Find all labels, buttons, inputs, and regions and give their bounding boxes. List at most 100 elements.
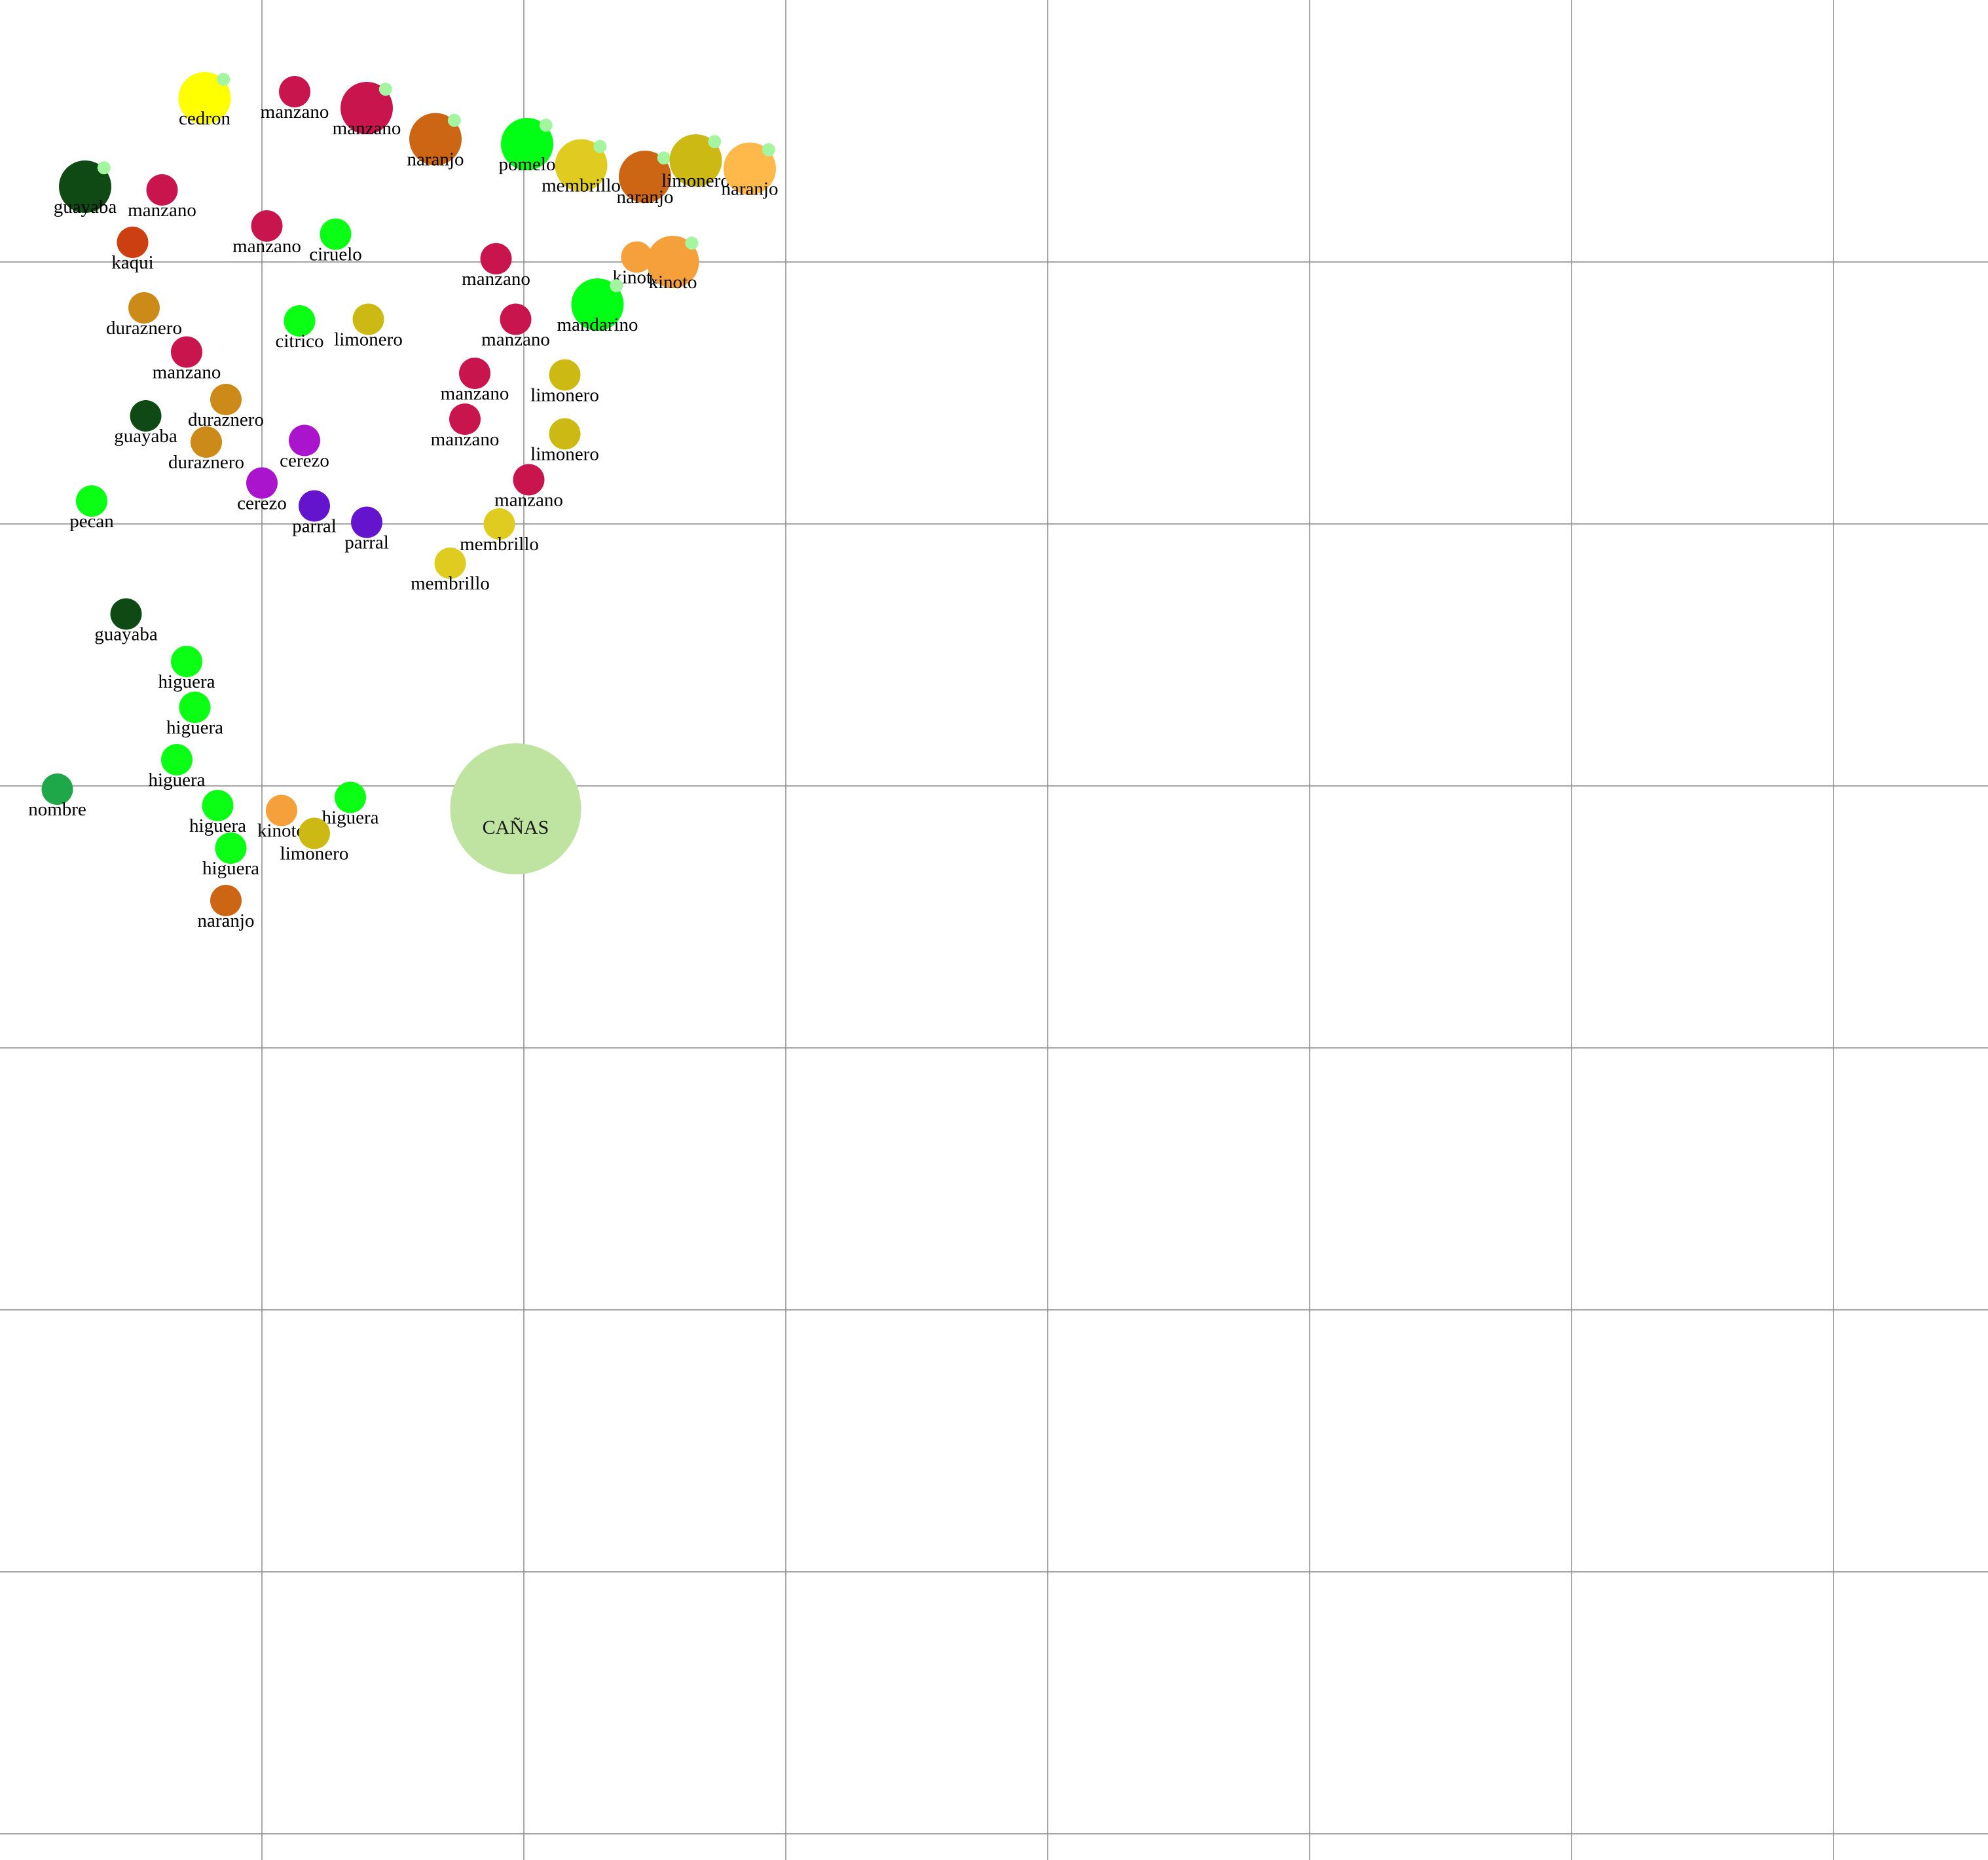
tree-marker-cerezo[interactable]: cerezo	[237, 467, 287, 514]
tree-marker-duraznero[interactable]: duraznero	[188, 384, 264, 430]
tree-label: limonero	[661, 170, 730, 191]
canas-zone-circle[interactable]	[450, 743, 581, 874]
tree-marker-manzano[interactable]: manzano	[153, 336, 221, 383]
status-badge	[97, 161, 111, 175]
tree-marker-parral[interactable]: parral	[344, 506, 389, 553]
tree-dot	[171, 336, 202, 368]
tree-dot	[500, 303, 532, 335]
tree-marker-naranjo[interactable]: naranjo	[407, 113, 464, 170]
status-badge	[447, 113, 461, 127]
status-badge	[378, 83, 392, 96]
tree-label: kaqui	[111, 252, 153, 273]
tree-marker-manzano[interactable]: manzano	[333, 82, 401, 139]
tree-label: membrillo	[411, 573, 490, 594]
tree-marker-limonero[interactable]: limonero	[661, 134, 730, 191]
tree-label: guayaba	[114, 426, 177, 447]
tree-marker-higuera[interactable]: higuera	[158, 646, 215, 692]
tree-marker-higuera[interactable]: higuera	[166, 692, 223, 738]
tree-dot	[459, 358, 490, 389]
tree-label: naranjo	[722, 179, 779, 200]
tree-marker-duraznero[interactable]: duraznero	[106, 292, 182, 339]
tree-marker-manzano[interactable]: manzano	[462, 243, 530, 289]
tree-dot	[341, 82, 393, 134]
tree-marker-naranjo[interactable]: naranjo	[617, 151, 674, 208]
tree-dot	[210, 885, 242, 916]
tree-label: higuera	[189, 815, 246, 836]
tree-marker-higuera[interactable]: higuera	[149, 744, 206, 790]
tree-label: cedron	[179, 108, 230, 129]
tree-marker-kinoto[interactable]: kinoto	[646, 236, 699, 293]
tree-label: limonero	[280, 844, 349, 865]
tree-marker-manzano[interactable]: manzano	[494, 464, 563, 511]
tree-dot	[128, 292, 160, 324]
tree-dot	[117, 227, 149, 258]
tree-marker-citrico[interactable]: citrico	[275, 305, 324, 352]
tree-marker-manzano[interactable]: manzano	[481, 303, 550, 350]
tree-marker-duraznero[interactable]: duraznero	[168, 426, 244, 473]
tree-marker-kinoto[interactable]: kinoto	[257, 794, 306, 842]
tree-dot	[59, 160, 111, 213]
tree-marker-guayaba[interactable]: guayaba	[94, 598, 158, 645]
tree-dot	[646, 236, 699, 288]
tree-marker-limonero[interactable]: limonero	[280, 817, 349, 865]
status-badge	[593, 140, 607, 153]
status-badge	[685, 236, 699, 250]
tree-marker-membrillo[interactable]: membrillo	[411, 548, 490, 594]
tree-marker-kaqui[interactable]: kaqui	[111, 227, 154, 273]
tree-marker-ciruelo[interactable]: ciruelo	[309, 218, 362, 265]
status-badge	[217, 73, 230, 86]
tree-marker-parral[interactable]: parral	[292, 490, 337, 537]
tree-label: ciruelo	[309, 244, 362, 265]
tree-dot	[202, 790, 234, 821]
tree-dot	[266, 794, 297, 827]
tree-dot	[621, 241, 653, 273]
tree-dot	[299, 490, 330, 522]
tree-dot	[434, 548, 466, 579]
tree-marker-manzano[interactable]: manzano	[232, 210, 301, 257]
status-badge	[657, 151, 671, 165]
tree-label: membrillo	[542, 176, 621, 196]
tree-label: manzano	[481, 329, 550, 350]
tree-marker-limonero[interactable]: limonero	[530, 359, 599, 406]
tree-label: parral	[344, 532, 389, 553]
tree-marker-manzano[interactable]: manzano	[128, 174, 196, 221]
tree-marker-manzano[interactable]: manzano	[441, 358, 509, 404]
tree-label: manzano	[333, 118, 401, 139]
tree-label: limonero	[530, 444, 599, 465]
tree-marker-higuera[interactable]: higuera	[202, 832, 259, 879]
tree-marker-manzano[interactable]: manzano	[431, 403, 500, 450]
tree-marker-nombre[interactable]: nombre	[28, 773, 86, 820]
tree-marker-guayaba[interactable]: guayaba	[114, 400, 177, 447]
tree-marker-higuera[interactable]: higuera	[189, 790, 246, 836]
status-badge	[762, 143, 775, 157]
tree-dot	[480, 243, 512, 274]
tree-label: manzano	[441, 383, 509, 404]
tree-dot	[619, 151, 671, 203]
tree-marker-naranjo[interactable]: naranjo	[198, 885, 255, 931]
tree-marker-pecan[interactable]: pecan	[69, 485, 114, 532]
tree-marker-naranjo[interactable]: naranjo	[722, 142, 779, 200]
tree-marker-limonero[interactable]: limonero	[530, 418, 599, 465]
tree-label: naranjo	[407, 149, 464, 170]
tree-marker-cerezo[interactable]: cerezo	[280, 424, 329, 472]
tree-marker-limonero[interactable]: limonero	[334, 303, 403, 350]
tree-label: citrico	[275, 331, 323, 352]
tree-label: naranjo	[198, 910, 255, 931]
tree-label: duraznero	[168, 452, 244, 473]
tree-marker-guayaba[interactable]: guayaba	[54, 160, 117, 217]
tree-marker-membrillo[interactable]: membrillo	[460, 508, 539, 555]
tree-dot	[501, 118, 553, 170]
tree-label: pecan	[69, 511, 114, 532]
tree-marker-higuera[interactable]: higuera	[322, 781, 379, 828]
tree-marker-manzano[interactable]: manzano	[261, 76, 329, 122]
tree-marker-mandarino[interactable]: mandarino	[557, 278, 638, 335]
tree-label: higuera	[202, 858, 259, 879]
tree-label: kinoto	[648, 272, 697, 293]
tree-dot	[130, 400, 162, 432]
tree-marker-membrillo[interactable]: membrillo	[542, 139, 621, 196]
tree-label: limonero	[334, 329, 403, 350]
tree-marker-pomelo[interactable]: pomelo	[499, 118, 556, 175]
status-badge	[708, 135, 722, 149]
tree-dot	[161, 744, 193, 775]
tree-marker-cedron[interactable]: cedron	[178, 72, 231, 129]
